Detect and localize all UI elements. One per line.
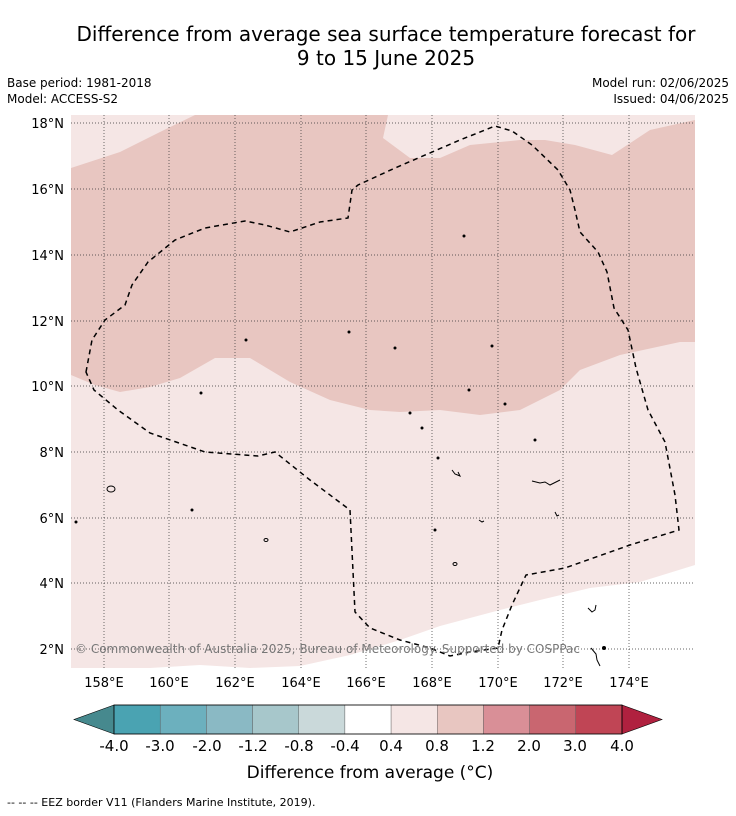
island [420, 426, 424, 430]
model-run: Model run: 02/06/2025 [591, 76, 729, 90]
colorbar [73, 704, 663, 735]
island [199, 391, 203, 395]
island [190, 508, 194, 512]
island [478, 519, 485, 523]
island [531, 479, 561, 486]
colorbar-segment [159, 704, 207, 735]
island [244, 338, 248, 342]
issued-date: Issued: 04/06/2025 [613, 92, 729, 106]
anomaly-notch-right [684, 425, 695, 448]
lon-label: 164°E [281, 676, 321, 691]
colorbar-segment [344, 704, 392, 735]
colorbar-frame [113, 704, 623, 735]
lat-label: 4°N [40, 577, 65, 592]
colorbar-segment [529, 704, 577, 735]
lon-label: 166°E [346, 676, 386, 691]
colorbar-label: 3.0 [563, 737, 587, 755]
island [263, 538, 269, 542]
lon-label: 170°E [478, 676, 518, 691]
colorbar-label: -4.0 [99, 737, 128, 755]
colorbar-segment [437, 704, 484, 735]
island [451, 469, 462, 477]
lat-label: 14°N [31, 249, 64, 264]
lat-label: 10°N [31, 380, 64, 395]
island [602, 646, 606, 650]
colorbar-segment [390, 704, 438, 735]
colorbar-labels: -4.0 -3.0 -2.0 -1.2 -0.8 -0.4 0.4 0.8 1.… [99, 737, 634, 755]
colorbar-label: 1.2 [471, 737, 495, 755]
island [106, 485, 116, 493]
title-line-2: 9 to 15 June 2025 [296, 46, 476, 70]
colorbar-label: -3.0 [145, 737, 174, 755]
colorbar-segment [298, 704, 346, 735]
colorbar-segment [206, 704, 253, 735]
meta-right: Model run: 02/06/2025 Issued: 04/06/2025 [592, 75, 729, 107]
island [503, 402, 507, 406]
island [554, 511, 560, 517]
lon-label: 158°E [84, 676, 124, 691]
colorbar-label: 0.4 [379, 737, 403, 755]
colorbar-label: -0.8 [284, 737, 313, 755]
island [347, 330, 351, 334]
colorbar-extend-high [621, 704, 663, 735]
colorbar-extend-low [73, 704, 115, 735]
island [452, 562, 458, 566]
colorbar-label: -1.2 [238, 737, 267, 755]
map-title: Difference from average sea surface temp… [40, 22, 732, 70]
island [587, 604, 597, 613]
lon-label: 162°E [215, 676, 255, 691]
base-period: Base period: 1981-2018 [7, 76, 152, 90]
meta-left: Base period: 1981-2018 Model: ACCESS-S2 [7, 75, 152, 107]
colorbar-title: Difference from average (°C) [246, 763, 494, 783]
island [408, 411, 412, 415]
island [467, 388, 471, 392]
lat-label: 16°N [31, 183, 64, 198]
graticule [71, 115, 695, 668]
colorbar-segment [575, 704, 623, 735]
anomaly-region-medium [71, 115, 695, 415]
island [74, 520, 78, 524]
colorbar-label: 2.0 [517, 737, 541, 755]
lat-label: 18°N [31, 117, 64, 132]
lon-label: 172°E [543, 676, 583, 691]
colorbar-label: 0.8 [425, 737, 449, 755]
copyright-notice: © Commonwealth of Australia 2025, Bureau… [75, 642, 580, 656]
latitude-labels: 18°N 16°N 14°N 12°N 10°N 8°N 6°N 4°N 2°N [31, 117, 64, 658]
colorbar-label: -0.4 [330, 737, 359, 755]
lat-label: 12°N [31, 315, 64, 330]
colorbar-segment [252, 704, 299, 735]
island [590, 647, 601, 667]
colorbar-segment [483, 704, 530, 735]
island [462, 234, 466, 238]
lon-label: 174°E [609, 676, 649, 691]
island [393, 346, 397, 350]
lat-label: 2°N [40, 643, 65, 658]
longitude-labels: 158°E 160°E 162°E 164°E 166°E 168°E 170°… [84, 676, 649, 691]
colorbar-label: 4.0 [610, 737, 634, 755]
title-line-1: Difference from average sea surface temp… [76, 22, 696, 46]
island [436, 456, 440, 460]
lat-label: 6°N [40, 512, 65, 527]
colorbar-label: -2.0 [192, 737, 221, 755]
islands [74, 234, 606, 667]
lon-label: 168°E [412, 676, 452, 691]
colorbar-segment [113, 704, 161, 735]
lon-label: 160°E [149, 676, 189, 691]
lat-label: 8°N [40, 446, 65, 461]
island [490, 344, 494, 348]
island [433, 528, 437, 532]
model-name: Model: ACCESS-S2 [7, 92, 119, 106]
map-plot-area: © Commonwealth of Australia 2025, Bureau… [71, 115, 695, 668]
island [533, 438, 537, 442]
eez-border [85, 125, 680, 657]
eez-legend-note: -- -- -- EEZ border V11 (Flanders Marine… [7, 796, 316, 809]
